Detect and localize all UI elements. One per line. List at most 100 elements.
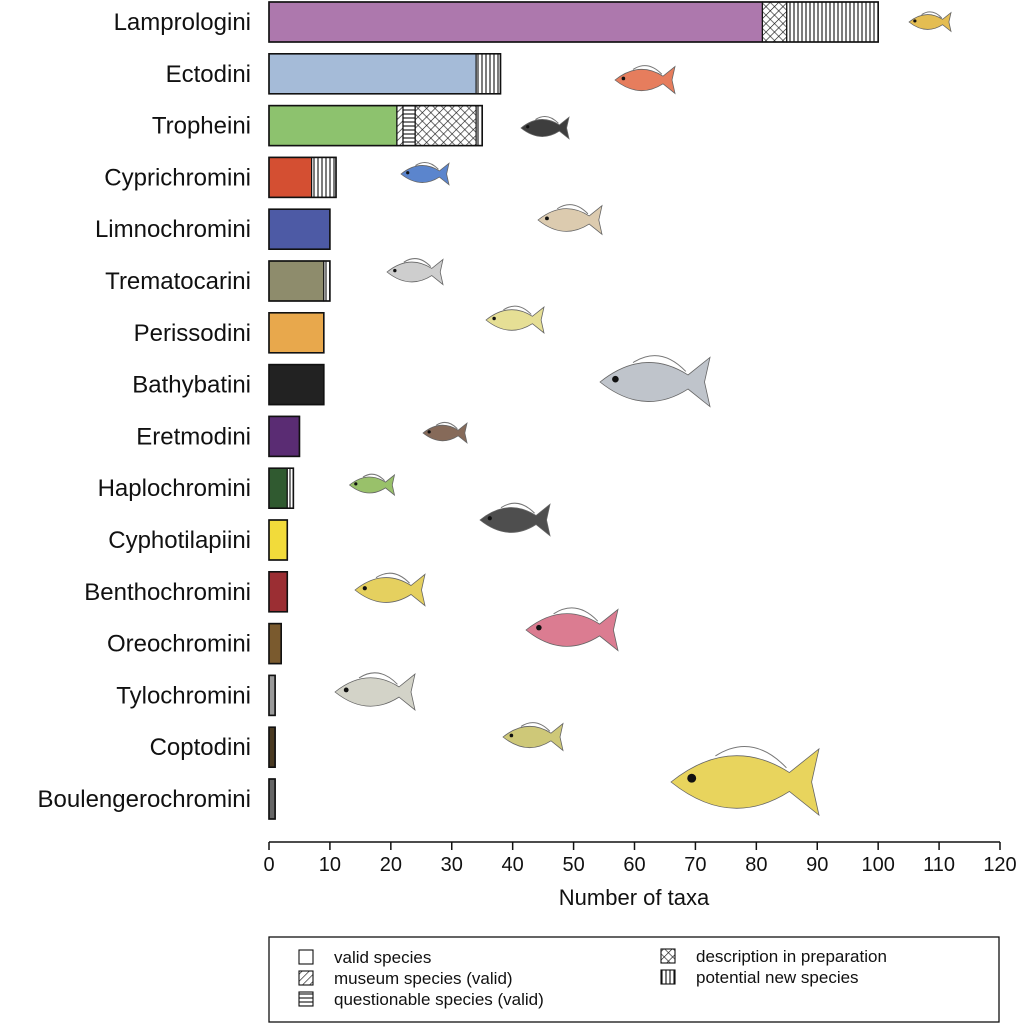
bar-segment-valid: [268, 312, 325, 354]
bar-outline: [268, 156, 337, 199]
x-tick-label: 60: [623, 854, 645, 876]
category-label: Limnochromini: [95, 216, 251, 243]
x-tick-label: 10: [319, 854, 341, 876]
bar-outline: [268, 674, 276, 717]
bar-segment-potential: [286, 467, 294, 509]
legend-swatch-diagonal: [298, 970, 314, 986]
bar-segment-valid: [268, 415, 301, 457]
category-label: Bathybatini: [132, 372, 251, 399]
bar-segment-valid: [268, 467, 288, 509]
bar-outline: [268, 311, 325, 354]
bar-segment-valid: [268, 156, 313, 198]
legend-swatch-horizontal: [298, 991, 314, 1007]
bar-segment-description: [414, 104, 477, 147]
bar-outline: [268, 52, 502, 95]
legend-label: potential new species: [696, 968, 859, 987]
benthochromini-fish-icon: [354, 572, 426, 607]
category-label: Trematocarini: [105, 268, 251, 295]
category-label: Eretmodini: [136, 423, 251, 450]
x-axis: 0 10 20 30 40 50 60 70 80 90 100 110 120: [263, 841, 1017, 876]
x-tick-label: 120: [983, 854, 1016, 876]
bar-outline: [268, 778, 276, 820]
bar-segment-valid: [268, 260, 325, 302]
legend-swatch-crosshatch: [660, 948, 676, 964]
x-tick-label: 0: [263, 854, 274, 876]
bar-segment-valid: [268, 104, 398, 147]
category-label: Benthochromini: [84, 579, 251, 606]
perissodini-fish-icon: [485, 305, 545, 335]
category-labels: Lamprologini Ectodini Tropheini Cyprichromi…: [38, 9, 251, 813]
coptodini-fish-icon: [502, 722, 564, 752]
haplochromini-fish-icon: [348, 473, 396, 497]
cyprichromini-fish-icon: [400, 161, 450, 186]
bar-segment-potential: [323, 260, 331, 302]
legend-label: museum species (valid): [334, 969, 513, 988]
trematocarini-fish-icon: [386, 258, 444, 286]
bar-outline: [268, 467, 295, 510]
x-tick-label: 90: [806, 854, 828, 876]
bar-segment-valid: [268, 1, 764, 43]
bar-segment-valid: [268, 726, 276, 768]
x-tick-label: 100: [861, 854, 894, 876]
tropheini-fish-icon: [520, 115, 570, 140]
bar-outline: [268, 519, 289, 561]
bar-outline: [268, 208, 331, 250]
x-tick-label: 40: [502, 854, 524, 876]
bar-segment-museum: [396, 104, 404, 147]
bar-segment-valid: [268, 208, 331, 250]
bar-outline: [268, 415, 301, 458]
legend-swatch-solid: [298, 949, 314, 965]
eretmodini-fish-icon: [422, 421, 468, 444]
category-label: Haplochromini: [98, 475, 251, 502]
bar-segment-valid: [268, 571, 288, 613]
x-tick-label: 50: [562, 854, 584, 876]
legend-label: description in preparation: [696, 947, 887, 966]
category-label: Tropheini: [152, 113, 251, 140]
category-label: Perissodini: [134, 320, 251, 347]
bar-segment-valid: [268, 622, 282, 665]
boulengerochromini-fish-icon: [670, 745, 820, 817]
bar-segment-description: [761, 1, 788, 43]
lamprologini-fish-icon: [908, 11, 952, 33]
category-label: Cyphotilapiini: [108, 527, 251, 554]
bar-outline: [268, 104, 484, 147]
category-label: Cyprichromini: [104, 164, 251, 191]
fish-illustrations: [334, 11, 952, 817]
bar-outline: [268, 726, 276, 769]
bar-outline: [268, 1, 879, 43]
bar-outline: [268, 363, 325, 406]
bars-layer: [268, 1, 879, 820]
bar-segment-potential: [475, 53, 502, 95]
category-label: Lamprologini: [114, 9, 251, 36]
category-label: Boulengerochromini: [38, 786, 251, 813]
bar-segment-valid: [268, 674, 276, 717]
category-label: Coptodini: [150, 734, 251, 761]
category-label: Oreochromini: [107, 631, 251, 658]
tylochromini-fish-icon: [334, 672, 416, 711]
x-tick-label: 80: [745, 854, 767, 876]
legend-label: valid species: [334, 948, 431, 967]
bar-segment-potential: [311, 156, 337, 198]
x-tick-label: 20: [380, 854, 402, 876]
x-axis-title: Number of taxa: [559, 885, 710, 910]
category-label: Ectodini: [166, 61, 251, 88]
legend-box: [268, 936, 1000, 1023]
x-tick-label: 30: [441, 854, 463, 876]
bathybatini-fish-icon: [599, 355, 711, 408]
legend-swatch-vertical: [660, 969, 676, 985]
bar-segment-potential: [475, 104, 483, 147]
bar-segment-valid: [268, 53, 477, 95]
ectodini-fish-icon: [614, 65, 676, 95]
x-tick-label: 70: [684, 854, 706, 876]
bar-segment-valid: [268, 778, 276, 820]
bar-segment-valid: [268, 519, 288, 561]
bar-segment-questionable: [402, 104, 416, 147]
oreochromini-fish-icon: [525, 607, 619, 652]
cyphotilapiini-fish-icon: [479, 502, 551, 537]
bar-segment-valid: [268, 364, 325, 406]
limnochromini-fish-icon: [537, 204, 603, 236]
bar-outline: [268, 622, 282, 665]
legend: valid species museum species (valid) quest…: [268, 936, 1000, 1023]
bar-segment-potential: [786, 1, 879, 43]
